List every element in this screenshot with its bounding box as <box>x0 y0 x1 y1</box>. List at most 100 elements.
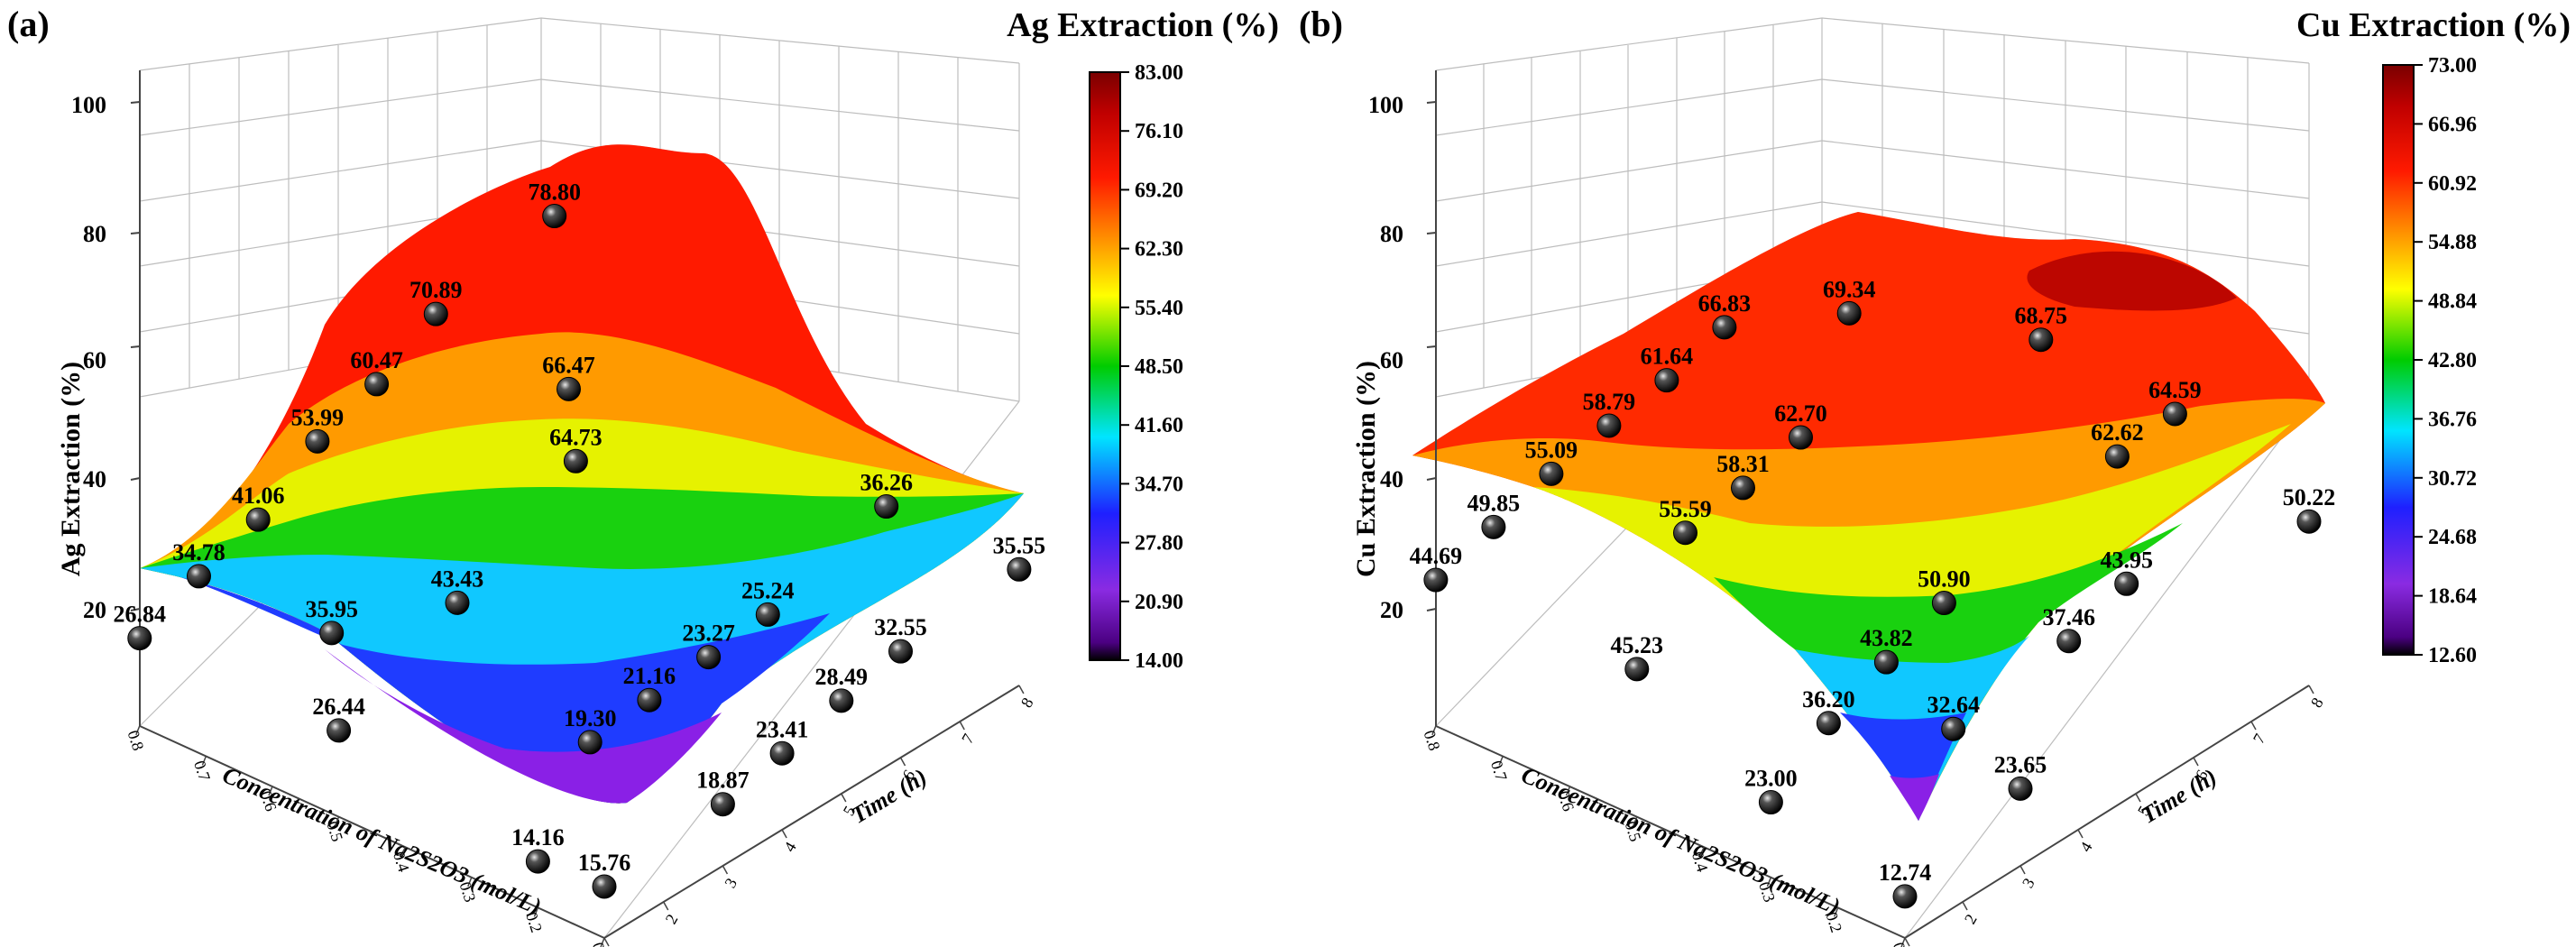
x-tick-mark <box>1900 937 1906 947</box>
panel-a: 20 40 60 80 100 Ag Extraction (%) Concen… <box>7 4 1279 947</box>
colorbar-tick-label: 30.72 <box>2428 467 2477 491</box>
z-tick: 100 <box>1368 92 1403 118</box>
colorbar-tick-label: 12.60 <box>2428 644 2477 667</box>
y-tick-mark <box>2250 721 2257 731</box>
data-point <box>769 740 795 766</box>
data-label: 58.31 <box>1716 451 1770 477</box>
data-label: 64.59 <box>2148 377 2202 403</box>
z-tick: 40 <box>1380 466 1403 492</box>
data-label: 25.24 <box>741 577 795 603</box>
data-point <box>1931 591 1956 616</box>
y-tick-mark <box>2135 793 2141 803</box>
data-label: 43.95 <box>2100 547 2153 573</box>
colorbar-tick-label: 55.40 <box>1135 297 1183 320</box>
data-label: 35.55 <box>993 532 1046 558</box>
data-point <box>755 602 780 627</box>
data-point <box>1758 790 1783 815</box>
data-point <box>696 645 722 670</box>
colorbar-tick-label: 48.50 <box>1135 355 1183 379</box>
data-label: 12.74 <box>1879 860 1932 886</box>
data-point <box>525 849 550 874</box>
data-point <box>1624 657 1650 682</box>
x-tick-mark <box>600 937 605 947</box>
data-label: 23.65 <box>1994 751 2047 777</box>
x-tick-mark <box>1699 846 1705 857</box>
data-point <box>327 718 352 743</box>
data-label: 36.26 <box>860 470 913 496</box>
data-label: 32.64 <box>1927 692 1980 718</box>
x-tick-label: 0.2 <box>1822 910 1845 935</box>
z-tick: 80 <box>1380 221 1403 247</box>
x-tick-mark <box>467 877 473 887</box>
z-axis-label: Cu Extraction (%) <box>1351 361 1381 577</box>
data-point <box>305 428 330 454</box>
x-tick-mark <box>268 786 273 796</box>
y-tick-mark <box>2077 829 2084 839</box>
y-tick-label: 4 <box>780 839 800 855</box>
x-tick-mark <box>201 756 207 766</box>
y-tick-mark <box>899 757 906 767</box>
data-point <box>364 372 390 397</box>
x-tick-mark <box>1766 877 1772 887</box>
data-point <box>1654 368 1679 393</box>
y-tick-mark <box>663 901 669 911</box>
x-tick-mark <box>334 816 340 826</box>
panel-label: (b) <box>1299 4 1343 44</box>
data-point <box>542 204 567 229</box>
data-label: 26.44 <box>312 694 365 720</box>
y-tick-mark <box>1904 937 1910 947</box>
x-tick-label: 0.7 <box>190 759 214 784</box>
x-tick-mark <box>1834 907 1839 917</box>
colorbar-tick-label: 62.30 <box>1135 238 1183 262</box>
data-point <box>1816 711 1841 736</box>
data-point <box>319 621 345 646</box>
x-tick-label: 0.1 <box>589 940 612 947</box>
colorbar-tick-label: 34.70 <box>1135 473 1183 496</box>
y-tick-mark <box>2019 865 2026 875</box>
panel-b: 20 40 60 80 100 Cu Extraction (%) Concen… <box>1299 4 2571 947</box>
y-tick-mark <box>959 721 965 731</box>
data-point <box>127 626 152 651</box>
data-point <box>2008 776 2033 801</box>
data-label: 43.43 <box>431 565 484 592</box>
data-label: 49.85 <box>1467 490 1521 516</box>
data-point <box>710 792 735 817</box>
x-tick-mark <box>1565 786 1571 796</box>
data-label: 21.16 <box>623 663 676 689</box>
z-tick: 80 <box>83 221 106 247</box>
data-label: 28.49 <box>815 664 869 690</box>
z-axis-label: Ag Extraction (%) <box>56 362 86 576</box>
x-tick-label: 0.8 <box>124 728 148 753</box>
chart-title: Cu Extraction (%) <box>2296 6 2571 44</box>
data-point <box>2104 444 2130 469</box>
data-label: 58.79 <box>1583 389 1636 415</box>
data-point <box>637 687 662 713</box>
z-tick: 100 <box>71 92 106 118</box>
y-tick-label: 3 <box>721 875 741 891</box>
data-label: 70.89 <box>409 277 463 303</box>
data-point <box>592 874 617 899</box>
data-point <box>1873 649 1899 675</box>
x-tick-label: 0.7 <box>1487 759 1511 784</box>
data-label: 68.75 <box>2015 303 2068 329</box>
data-point <box>1892 884 1918 909</box>
data-label: 26.84 <box>114 602 167 628</box>
data-point <box>2029 327 2054 353</box>
panel-a-surface-bands <box>140 144 1024 804</box>
z-tick: 20 <box>1380 597 1403 623</box>
data-point <box>2296 509 2322 534</box>
data-label: 41.06 <box>232 483 285 509</box>
data-label: 23.41 <box>756 716 809 742</box>
y-tick-label: 4 <box>2076 839 2096 855</box>
panel-a-z-axis: 20 40 60 80 100 Ag Extraction (%) <box>56 70 141 726</box>
x-tick-mark <box>1498 756 1504 766</box>
data-point <box>1836 300 1862 326</box>
data-label: 37.46 <box>2042 604 2095 630</box>
colorbar-tick-label: 14.00 <box>1135 649 1183 673</box>
data-point <box>1539 461 1564 486</box>
data-point <box>563 448 588 474</box>
colorbar-tick-label: 73.00 <box>2428 54 2477 78</box>
data-point <box>2114 571 2139 596</box>
data-point <box>1007 556 1032 582</box>
